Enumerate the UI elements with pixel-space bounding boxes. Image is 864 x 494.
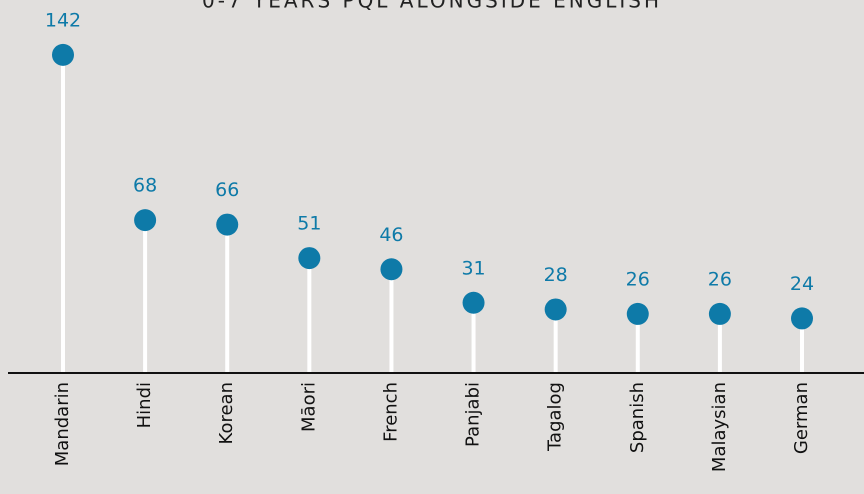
dot	[626, 302, 649, 325]
dot	[791, 307, 813, 330]
value-label: 26	[626, 268, 650, 290]
dot	[134, 209, 157, 232]
dot	[298, 247, 321, 270]
value-label: 31	[461, 257, 485, 279]
x-tick-label: Korean	[216, 382, 237, 444]
dot	[708, 302, 731, 325]
value-label: 46	[379, 224, 403, 246]
x-tick-label: Tagalog	[545, 382, 566, 452]
dot	[462, 291, 485, 314]
dot	[380, 258, 403, 281]
value-label: 68	[133, 175, 157, 197]
value-label: 142	[45, 9, 81, 31]
x-tick-label: Hindi	[134, 382, 155, 428]
x-tick-label: Spanish	[627, 382, 648, 453]
value-label: 26	[708, 268, 732, 290]
x-tick-label: Malaysian	[709, 382, 730, 472]
x-tick-label: Panjabi	[463, 382, 484, 447]
value-label: 51	[297, 213, 321, 235]
dot	[52, 43, 74, 66]
x-tick-label: Mandarin	[52, 382, 73, 466]
x-tick-label: French	[380, 382, 401, 442]
value-label: 24	[790, 273, 814, 295]
x-tick-label: German	[791, 382, 812, 454]
value-label: 66	[215, 179, 239, 201]
dot	[216, 213, 239, 236]
chart-title: 0-7 YEARS PQL ALONGSIDE ENGLISH	[202, 0, 662, 13]
dot	[544, 298, 567, 321]
value-label: 28	[544, 264, 568, 286]
x-tick-label: Māori	[298, 382, 319, 432]
